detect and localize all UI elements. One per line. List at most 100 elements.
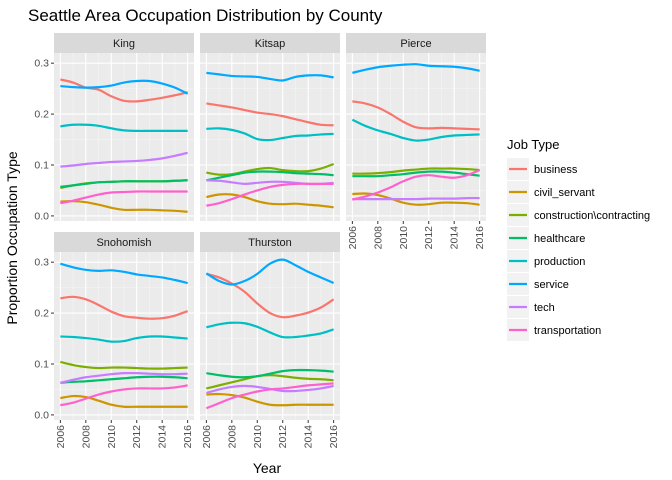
series-line-transportation (352, 169, 481, 201)
legend-label: healthcare (534, 233, 585, 245)
facet-strip-label: Kitsap (255, 38, 286, 50)
series-line-production (60, 123, 188, 133)
series-lines (205, 258, 335, 410)
x-tick-label: 2008 (226, 425, 238, 449)
x-tick-label: 2006 (347, 226, 359, 250)
series-line-tech (60, 151, 188, 168)
facet-strip (200, 33, 340, 53)
x-tick-label: 2010 (106, 425, 118, 449)
x-tick-label: 2012 (423, 226, 435, 250)
y-tick-label: 0.1 (34, 359, 49, 371)
series-line-civil-servant (206, 392, 334, 407)
series-line-production (60, 335, 188, 343)
legend: Job Type business civil_servant constructi… (507, 137, 650, 341)
series-line-production (206, 127, 334, 142)
facet-strip-label: Snohomish (96, 237, 151, 249)
x-tick-label: 2014 (303, 425, 315, 449)
series-lines (351, 63, 481, 206)
panel-kitsap: Kitsap (200, 33, 340, 221)
x-tick-label: 2014 (157, 425, 169, 449)
legend-item-production: production (507, 250, 585, 272)
x-tick-label: 2016 (182, 425, 194, 449)
series-line-business (206, 272, 335, 319)
legend-item-civil-servant: civil_servant (507, 181, 595, 203)
series-line-healthcare (60, 179, 188, 188)
series-line-healthcare (60, 375, 188, 384)
facet-strip-label: King (113, 38, 135, 50)
series-line-service (352, 63, 480, 74)
series-line-transportation (205, 382, 334, 410)
series-line-service (205, 258, 335, 286)
series-line-construction-contracting (352, 167, 480, 175)
y-tick-label: 0.3 (34, 257, 49, 269)
series-line-production (351, 118, 480, 142)
legend-item-business: business (507, 158, 578, 180)
legend-label: tech (534, 302, 555, 314)
series-line-healthcare (206, 170, 334, 182)
x-tick-label: 2010 (398, 226, 410, 250)
series-line-healthcare (352, 170, 480, 178)
legend-label: business (534, 164, 578, 176)
x-tick-label: 2008 (372, 226, 384, 250)
series-line-civil-servant (60, 200, 188, 213)
facet-strip (54, 232, 194, 252)
series-line-transportation (60, 384, 188, 407)
series-lines (60, 78, 189, 213)
series-line-transportation (60, 190, 188, 205)
series-line-construction-contracting (60, 360, 188, 370)
x-tick-label: 2016 (328, 425, 340, 449)
series-line-construction-contracting (206, 162, 335, 176)
legend-label: civil_servant (534, 187, 595, 199)
series-line-business (206, 102, 334, 127)
x-tick-label: 2010 (252, 425, 264, 449)
series-line-transportation (206, 182, 334, 207)
series-line-service (206, 71, 334, 82)
series-lines (60, 262, 189, 409)
panel-king: King 0.0 0.1 0.2 0.3 (34, 33, 194, 222)
series-line-civil-servant (206, 193, 334, 209)
chart-title: Seattle Area Occupation Distribution by … (28, 6, 383, 25)
legend-item-construction-contracting: construction\contracting (507, 204, 650, 226)
x-tick-label: 2012 (277, 425, 289, 449)
series-line-business (60, 78, 188, 103)
legend-label: service (534, 279, 569, 291)
legend-item-service: service (507, 273, 569, 295)
facet-strip-label: Thurston (248, 237, 291, 249)
series-line-construction-contracting (206, 374, 334, 390)
y-tick-label: 0.0 (34, 210, 49, 222)
facet-strip-label: Pierce (400, 38, 431, 50)
legend-label: transportation (534, 325, 601, 337)
series-line-tech (352, 196, 480, 201)
x-tick-label: 2006 (55, 425, 67, 449)
facet-strip (346, 33, 486, 53)
y-tick-label: 0.2 (34, 109, 49, 121)
legend-label: production (534, 256, 585, 268)
y-tick-label: 0.3 (34, 58, 49, 70)
legend-item-transportation: transportation (507, 319, 601, 341)
x-tick-label: 2014 (449, 226, 461, 250)
legend-title: Job Type (507, 137, 560, 152)
panel-thurston: Thurston 2006 2008 2010 2012 2014 2016 (200, 232, 340, 448)
facet-strip (54, 33, 194, 53)
panel-snohomish: Snohomish 0.0 0.1 0.2 0.3 2006 2008 2010 2012 201… (34, 232, 194, 448)
x-axis-label: Year (253, 460, 282, 476)
series-line-business (352, 100, 480, 131)
series-line-production (206, 321, 334, 339)
x-tick-label: 2012 (131, 425, 143, 449)
y-tick-label: 0.0 (34, 409, 49, 421)
series-line-service (60, 79, 189, 95)
panel-pierce: Pierce 2006 2008 2010 2012 2014 2016 (346, 33, 486, 249)
facet-strip (200, 232, 340, 252)
series-lines (206, 71, 335, 209)
y-axis-label: Proportion Occupation Type (4, 151, 20, 325)
y-tick-label: 0.2 (34, 308, 49, 320)
legend-item-healthcare: healthcare (507, 227, 585, 249)
series-line-tech (60, 371, 188, 384)
series-line-healthcare (206, 368, 334, 379)
x-tick-label: 2016 (474, 226, 486, 250)
y-tick-label: 0.1 (34, 160, 49, 172)
series-line-business (60, 295, 189, 320)
legend-item-tech: tech (507, 296, 555, 318)
x-tick-label: 2006 (201, 425, 213, 449)
